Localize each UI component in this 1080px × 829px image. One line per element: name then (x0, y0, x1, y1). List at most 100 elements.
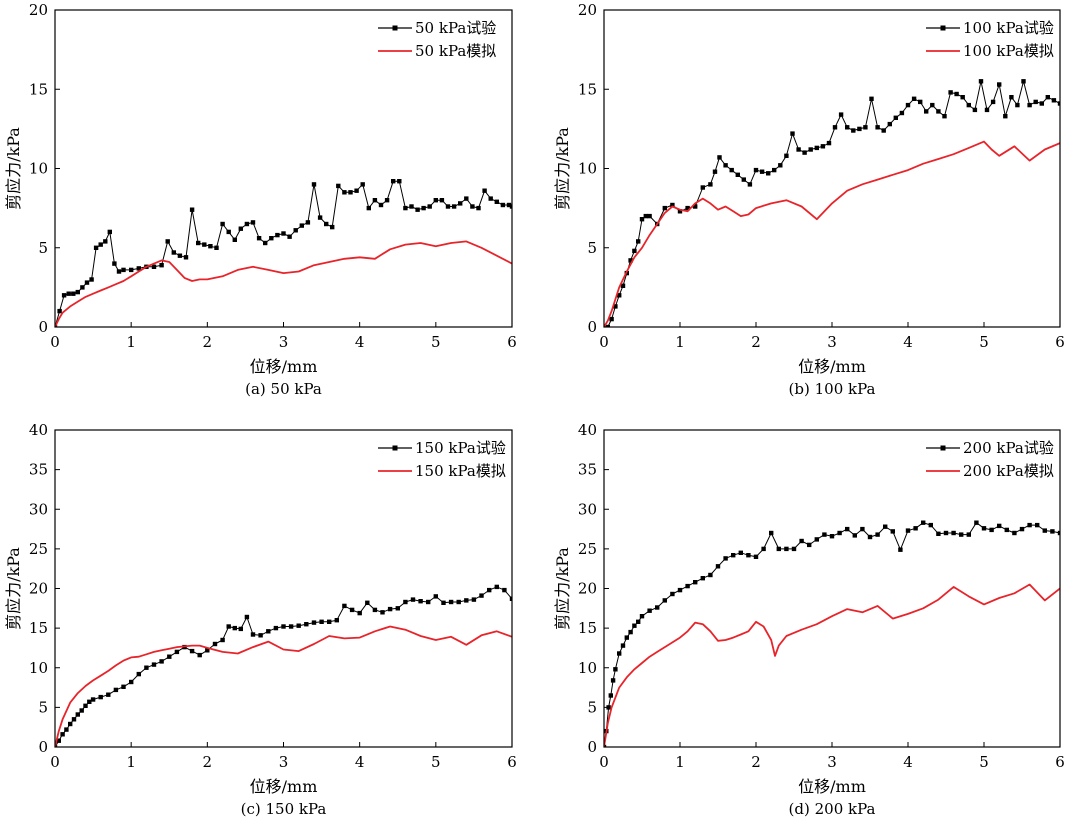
data-point-marker (433, 198, 438, 203)
data-point-marker (624, 635, 629, 640)
x-tick-label: 1 (126, 333, 136, 351)
data-point-marker (112, 261, 117, 266)
data-point-marker (708, 182, 713, 187)
data-point-marker (445, 204, 451, 209)
y-tick-label: 5 (38, 239, 48, 257)
legend: 200 kPa试验 200 kPa模拟 (926, 439, 1054, 480)
data-point-marker (330, 224, 335, 230)
data-point-marker (883, 524, 888, 529)
data-point-marker (1012, 530, 1017, 536)
data-point-marker (107, 229, 112, 235)
panel-caption: (b) 100 kPa (789, 380, 876, 398)
y-tick-label: 0 (38, 738, 48, 756)
data-point-marker (482, 188, 487, 193)
data-point-marker (918, 99, 923, 105)
chart-panel-1: 0 1 2 3 4 5 6 0 5 10 15 20 位移/mm 剪应力/kPa (b) 100 kPa 10… (553, 1, 1065, 398)
data-point-marker (772, 167, 777, 173)
data-point-marker (1003, 114, 1008, 119)
data-point-marker (410, 597, 416, 602)
data-point-marker (159, 659, 164, 664)
data-point-marker (395, 606, 400, 611)
data-point-marker (822, 532, 827, 537)
data-point-marker (256, 236, 262, 241)
data-point-marker (605, 324, 610, 327)
data-point-marker (863, 125, 868, 130)
data-point-marker (71, 717, 77, 722)
data-point-marker (189, 207, 195, 212)
legend: 150 kPa试验 150 kPa模拟 (378, 439, 506, 480)
data-point-marker (791, 546, 797, 552)
data-point-marker (753, 554, 759, 559)
data-point-marker (87, 699, 92, 704)
data-point-marker (304, 622, 309, 627)
data-point-marker (893, 115, 898, 120)
y-tick-label: 0 (587, 738, 597, 756)
data-point-marker (609, 316, 614, 322)
data-point-marker (942, 114, 947, 119)
data-point-marker (990, 99, 996, 105)
data-point-marker (851, 128, 856, 133)
y-tick-label: 5 (587, 239, 597, 257)
data-point-marker (471, 597, 477, 602)
data-point-marker (936, 531, 941, 536)
data-point-marker (647, 608, 652, 613)
data-point-marker (799, 538, 804, 544)
data-point-marker (165, 239, 170, 244)
y-tick-label: 10 (29, 659, 48, 677)
x-axis-title: 位移/mm (798, 357, 866, 376)
data-point-marker (202, 242, 207, 247)
data-point-marker (766, 171, 771, 176)
data-point-marker (116, 269, 122, 274)
data-point-marker (790, 131, 795, 136)
data-point-marker (238, 226, 243, 231)
data-point-marker (136, 671, 141, 677)
data-point-marker (415, 207, 420, 212)
data-point-marker (852, 533, 857, 538)
data-point-marker (61, 293, 67, 298)
data-point-marker (263, 240, 268, 246)
data-point-marker (761, 546, 766, 552)
data-point-marker (826, 140, 832, 146)
data-point-marker (632, 248, 637, 254)
data-point-marker (753, 167, 759, 173)
chart-panel-3: 0 1 2 3 4 5 6 0 5 10 15 20 25 30 35 40 位移/mm 剪应力/kPa (d) 2… (553, 421, 1065, 818)
data-point-marker (898, 547, 903, 552)
legend-marker (940, 445, 946, 451)
data-point-marker (951, 530, 956, 536)
data-point-marker (83, 703, 88, 708)
data-point-marker (426, 599, 431, 605)
x-tick-label: 2 (751, 753, 761, 771)
data-point-marker (1021, 79, 1026, 84)
data-point-marker (778, 163, 783, 168)
data-point-marker (1009, 95, 1014, 100)
data-point-marker (103, 239, 108, 244)
data-point-marker (735, 172, 740, 177)
data-point-marker (287, 234, 292, 239)
data-point-marker (98, 242, 103, 247)
data-point-marker (80, 285, 85, 290)
data-point-marker (177, 253, 183, 258)
data-point-marker (403, 599, 408, 605)
panel-caption: (c) 150 kPa (241, 800, 327, 818)
data-point-marker (68, 721, 73, 727)
x-tick-label: 3 (827, 333, 837, 351)
y-tick-label: 35 (578, 461, 597, 479)
data-point-marker (890, 529, 895, 534)
y-tick-label: 30 (578, 500, 597, 518)
data-point-marker (1019, 526, 1025, 532)
x-tick-label: 1 (126, 753, 136, 771)
y-tick-label: 5 (587, 698, 597, 716)
x-axis-title: 位移/mm (250, 357, 318, 376)
data-point-marker (136, 266, 141, 271)
series-line-experiment (607, 80, 1060, 327)
data-point-marker (299, 223, 304, 228)
data-point-marker (647, 213, 652, 219)
x-tick-label: 1 (675, 753, 685, 771)
data-point-marker (342, 603, 347, 609)
series-line-simulation (55, 625, 512, 747)
data-point-marker (275, 232, 280, 238)
data-point-marker (403, 205, 408, 211)
data-point-marker (639, 217, 645, 222)
x-tick-label: 4 (355, 333, 365, 351)
data-point-marker (488, 196, 493, 201)
